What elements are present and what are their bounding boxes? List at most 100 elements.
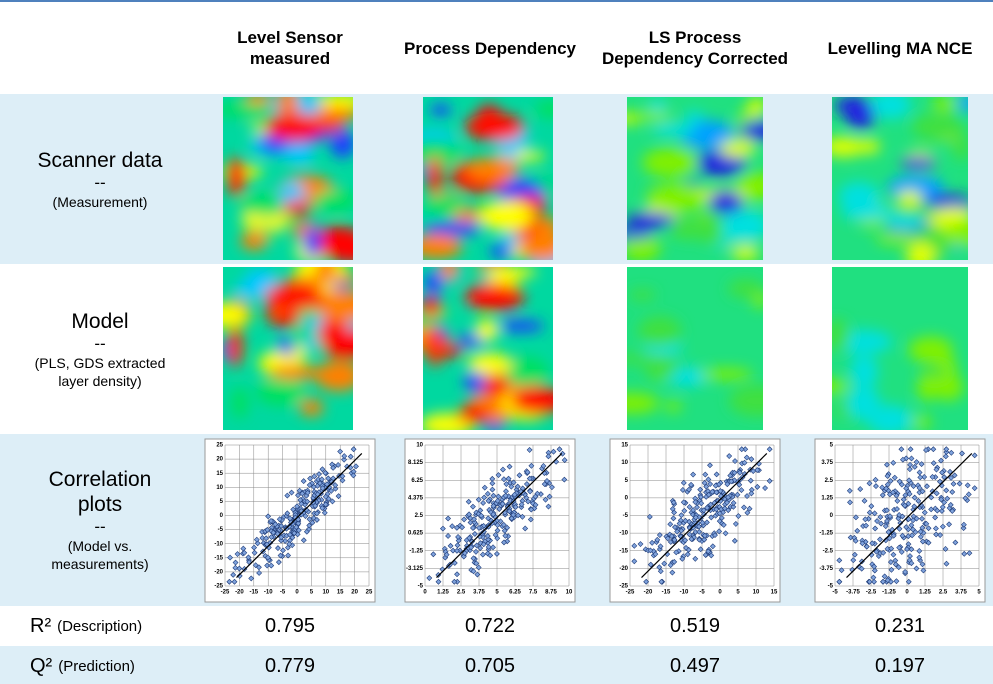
scatter-point [919,538,926,545]
scatter-point [916,548,923,554]
scatter-point [275,545,281,552]
scatter-point [686,504,693,510]
heat-blob [317,316,350,351]
heatmap [223,267,353,430]
y-tick-label: -15 [214,555,223,561]
y-tick-label: -5 [828,584,834,590]
heat-blob [464,113,525,141]
heat-blob [931,97,958,112]
scatter-point [671,509,678,516]
scatter-point [670,499,677,506]
scatter-point [232,564,239,571]
heat-blob [423,233,463,259]
scatter-point [688,536,695,543]
scatter-point [906,491,913,497]
scatter-point [910,526,916,533]
row-label: Correlation plots -- (Model vs. measuremen… [0,434,200,606]
scatter-point [353,463,359,470]
scatter-point [264,554,271,561]
scatter-point [256,570,263,576]
scatter-point [508,515,515,522]
heat-blob [464,283,525,311]
scatter-point [686,531,693,538]
scatter-point [643,578,650,585]
row-note: (Measurement) [52,193,148,210]
scatter-point [322,493,329,500]
scatter-point [971,452,978,459]
scatter-point [890,489,896,496]
x-tick-label: -20 [644,590,653,596]
scatter-point [481,528,487,535]
scatter-point [898,548,905,555]
scatter-point [504,524,511,531]
metric-value: 0.197 [874,654,926,677]
scatter-point [913,459,920,465]
scatter-point [287,515,293,522]
scatter-point [908,522,915,529]
scatter-point [476,524,482,531]
scatter-point [943,446,950,453]
scatter-point [928,506,935,513]
heat-blob [849,355,879,389]
x-tick-label: -5 [832,590,838,596]
scatter-point [878,520,884,527]
heat-blob [231,386,249,419]
scatter-point [251,549,258,556]
metric-value: 0.497 [669,654,721,677]
x-tick-label: 5 [736,590,740,596]
heat-blob [330,130,353,158]
scatter-point [705,491,712,498]
scatter-point [479,551,486,558]
scatter-point [487,552,494,559]
scatter-point [697,494,704,500]
heat-blob [934,207,968,223]
scatter-point [857,486,864,493]
scatter-point [948,449,955,456]
scatter-point [241,549,248,556]
scatter-point [900,496,907,503]
scatter-point [656,564,663,571]
scatter-point [948,474,954,481]
heat-blob [240,231,268,251]
heat-blob [642,148,699,178]
heat-blob [728,385,763,417]
scatter-point [883,507,890,514]
scatter-point [270,529,277,536]
heat-blob [664,400,682,412]
scatter-point [450,547,456,554]
scatter-point [696,528,703,535]
scatter-point [500,466,506,473]
scatter-point [501,527,508,534]
scatter-point [708,514,715,521]
column-header: Levelling MA NCE [827,38,973,58]
x-tick-label: 1.25 [437,590,449,596]
y-tick-label: -5 [418,584,424,590]
x-tick-label: -5 [280,590,286,596]
scatter-point [896,512,903,518]
scatter-point [466,511,473,518]
y-tick-label: -3.75 [819,566,833,572]
scatter-point [328,487,335,494]
scatter-point [868,503,875,510]
heatmap [423,97,553,260]
regression-line [236,453,363,578]
x-tick-label: 0 [905,590,909,596]
scatter-point [473,509,480,516]
scatter-point [540,463,547,469]
scatter-point [470,555,477,562]
scatter-point [872,525,879,532]
scatter-point [863,522,869,529]
scatter-points [836,446,978,585]
scatter-point [933,490,940,497]
scatter-point [544,478,550,484]
scatter-point [925,539,932,546]
heat-blob [666,217,715,240]
y-tick-label: 5 [625,478,629,484]
scatter-point [699,519,706,526]
x-tick-label: -1.25 [882,590,896,596]
scatter-point [313,510,320,517]
scatter-point [506,463,513,470]
scatter-point [680,479,687,486]
scatter-point [276,516,283,523]
scatter-point [447,542,454,549]
